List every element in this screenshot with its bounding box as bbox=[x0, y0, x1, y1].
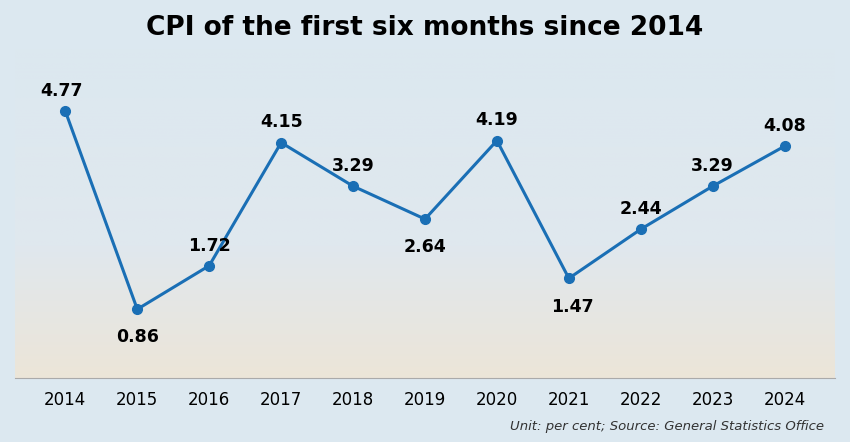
Text: 0.86: 0.86 bbox=[116, 328, 159, 347]
Text: 1.47: 1.47 bbox=[551, 297, 594, 316]
Text: 4.15: 4.15 bbox=[260, 114, 303, 131]
Text: 4.19: 4.19 bbox=[475, 111, 518, 130]
Text: 2.64: 2.64 bbox=[404, 238, 446, 256]
Title: CPI of the first six months since 2014: CPI of the first six months since 2014 bbox=[146, 15, 704, 41]
Text: 3.29: 3.29 bbox=[691, 157, 734, 175]
Text: 1.72: 1.72 bbox=[188, 236, 230, 255]
Text: 4.08: 4.08 bbox=[763, 117, 806, 135]
Text: 4.77: 4.77 bbox=[41, 82, 83, 100]
Text: 2.44: 2.44 bbox=[620, 200, 662, 218]
Text: 3.29: 3.29 bbox=[332, 157, 375, 175]
Text: Unit: per cent; Source: General Statistics Office: Unit: per cent; Source: General Statisti… bbox=[511, 420, 824, 433]
